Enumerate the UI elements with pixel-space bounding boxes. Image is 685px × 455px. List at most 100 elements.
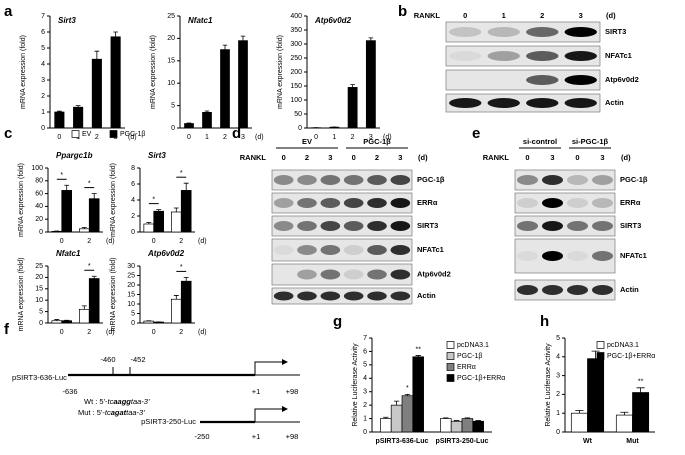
y-tick-label: 25 (127, 272, 135, 279)
y-tick-label: 25 (167, 13, 175, 20)
row-label: NFATc1 (417, 245, 444, 254)
band (297, 221, 317, 231)
y-tick-label: 15 (35, 286, 43, 293)
panel-letter: c (4, 125, 12, 142)
bar (153, 210, 164, 233)
band (320, 291, 341, 301)
x-tick-label: 2 (223, 134, 227, 141)
chart-title: Nfatc1 (188, 16, 213, 25)
y-tick-label: 60 (35, 190, 43, 197)
blot-strip (514, 279, 616, 301)
panel-letter: b (398, 3, 407, 20)
band (449, 98, 482, 108)
error-bar (636, 387, 645, 393)
row-label: SIRT3 (417, 221, 438, 230)
band (343, 269, 364, 280)
bar (450, 420, 463, 433)
x-tick-label: 2 (87, 329, 91, 336)
tss-label: +1 (252, 387, 261, 396)
y-tick-label: 6 (41, 29, 45, 36)
band (542, 175, 563, 185)
significance: * (88, 180, 91, 187)
x-tick-label: 2 (179, 329, 183, 336)
bar (180, 280, 192, 324)
x-axis-label: (d) (106, 329, 115, 336)
lane-label: 0 (463, 11, 467, 20)
x-tick-label: 1 (332, 134, 336, 141)
bar (632, 392, 650, 433)
blot-strip (514, 215, 616, 237)
bar (347, 87, 358, 129)
y-tick-label: 0 (41, 125, 45, 132)
end-label: +98 (286, 432, 299, 441)
error-bar (57, 110, 62, 112)
band (367, 291, 387, 301)
y-tick-label: 0 (298, 125, 302, 132)
band (343, 291, 364, 301)
x-tick-label: 0 (60, 238, 64, 245)
bar (587, 358, 605, 433)
band (320, 269, 341, 280)
row-label: PGC-1β (620, 175, 648, 184)
blot-strip (271, 238, 413, 262)
x-axis-label: (d) (383, 134, 392, 141)
x-tick-label: 3 (369, 134, 373, 141)
bar (390, 404, 403, 433)
bar (88, 198, 100, 233)
error-bar (383, 416, 389, 419)
x-axis-label: (d) (128, 134, 137, 141)
error-bar (173, 207, 179, 212)
band (390, 269, 411, 280)
panel-letter: e (472, 125, 480, 142)
y-tick-label: 400 (290, 13, 302, 20)
x-tick-label: 3 (241, 134, 245, 141)
legend-label: EV (82, 131, 92, 138)
error-bar (240, 35, 246, 41)
band (567, 175, 588, 185)
wt-sequence: Wt : 5'-tcaaggtaa-3' (84, 397, 150, 406)
bar-chart: 0 2 4 6 8 Sirt3 mRNA expression (fold) 0 2 (d) * * (110, 151, 207, 245)
y-axis-label: mRNA expression (fold) (110, 163, 117, 237)
y-axis-label: mRNA expression (fold) (150, 35, 157, 109)
mut-sequence: Mut : 5'-tcagattaa-3' (78, 408, 145, 417)
error-bar (156, 209, 162, 212)
error-bar (393, 400, 400, 406)
y-tick-label: 0 (39, 320, 43, 327)
band (567, 285, 588, 295)
bar-chart: 0 1 2 3 4 5 Relative Luciferase Activity Wt Mut *… (545, 335, 656, 445)
bar (61, 320, 72, 324)
row-label: ERRα (620, 198, 641, 207)
row-label: Atp6v0d2 (417, 269, 451, 278)
lane-label: 2 (305, 153, 309, 162)
y-tick-label: 7 (41, 13, 45, 20)
bar (88, 278, 100, 324)
error-bar (91, 275, 97, 279)
lane-label: 2 (540, 11, 544, 20)
y-tick-label: 300 (290, 41, 302, 48)
band (390, 198, 411, 208)
panel-letter: g (333, 313, 342, 330)
band (542, 285, 563, 295)
error-bar (591, 350, 600, 359)
band (592, 251, 613, 261)
bar-chart: 0 5 10 15 20 25 Nfatc1 mRNA expression (fold) 0 2… (18, 249, 115, 336)
y-tick-label: 5 (171, 102, 175, 109)
band (542, 221, 563, 231)
lane-label: 0 (525, 153, 529, 162)
significance: * (88, 263, 91, 270)
band (564, 51, 597, 61)
band (517, 198, 538, 208)
row-label: NFATc1 (605, 51, 632, 60)
error-bar (575, 409, 584, 414)
western-blot: RANKL 0 2 3 0 2 3 (d) EV PGC-1β PGC-1β ERRα SIRT3 NFA… (240, 137, 451, 305)
y-tick-label: 1 (556, 410, 560, 417)
unit-label: (d) (621, 153, 631, 162)
blot-strip (514, 192, 616, 214)
y-tick-label: 3 (41, 77, 45, 84)
end-label: +98 (286, 387, 299, 396)
bar (380, 418, 392, 433)
bar (54, 111, 65, 129)
band (273, 221, 294, 231)
band (526, 98, 559, 108)
significance: * (60, 172, 63, 179)
